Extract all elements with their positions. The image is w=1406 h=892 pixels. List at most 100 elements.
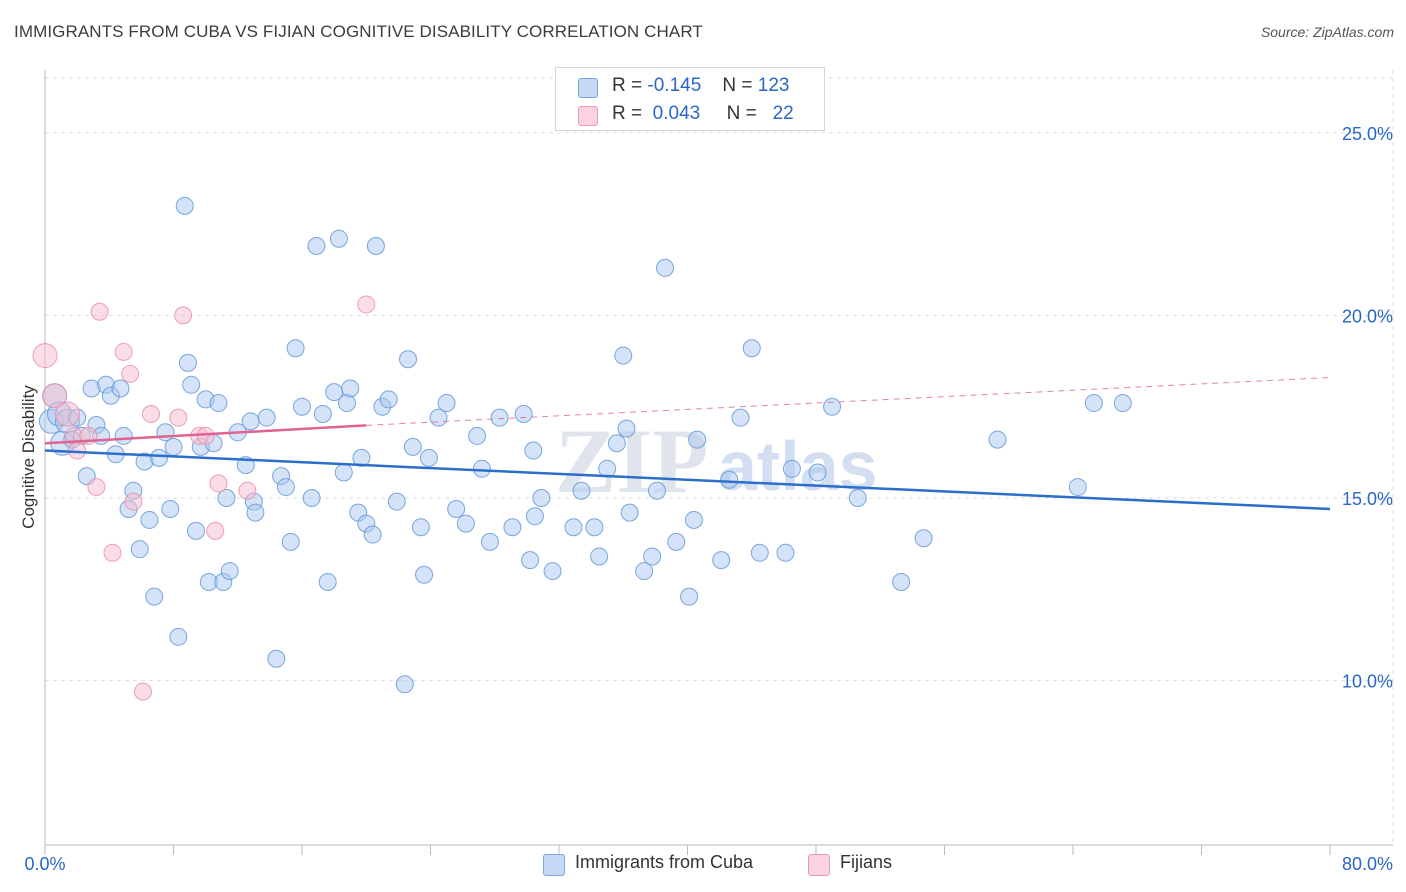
data-point (302, 489, 321, 508)
data-point (750, 543, 769, 562)
legend-n-label: N = (726, 103, 757, 124)
data-point (456, 514, 475, 533)
data-point (164, 437, 183, 456)
data-point (892, 573, 911, 592)
data-point (490, 408, 509, 427)
legend-r-label: R = (612, 103, 643, 124)
data-point (808, 463, 827, 482)
data-point (503, 518, 522, 537)
data-point (543, 562, 562, 581)
data-point (468, 426, 487, 445)
data-point (914, 529, 933, 548)
data-point (206, 521, 225, 540)
trend-line-cuba (44, 449, 1331, 511)
data-point (42, 383, 68, 409)
data-point (680, 587, 699, 606)
data-point (617, 419, 636, 438)
data-point (590, 547, 609, 566)
data-point (399, 350, 418, 369)
series-cuba (38, 196, 1132, 694)
data-point (103, 543, 122, 562)
data-point (363, 525, 382, 544)
data-point (293, 397, 311, 416)
trend-line-fijians (44, 424, 367, 445)
data-point (1068, 478, 1087, 497)
data-point (114, 342, 133, 361)
legend-r-value: 0.043 (652, 103, 701, 124)
data-point (341, 379, 360, 398)
data-point (307, 237, 326, 256)
bottom-legend-swatch-cuba (543, 854, 565, 876)
data-point (823, 397, 842, 416)
data-point (337, 394, 356, 413)
data-point (318, 573, 337, 592)
data-point (720, 470, 739, 489)
data-point (174, 306, 193, 325)
data-point (111, 379, 130, 398)
data-point (217, 489, 236, 508)
data-point (585, 518, 604, 537)
data-point (220, 562, 239, 581)
data-point (169, 408, 188, 427)
data-point (782, 459, 801, 478)
data-point (175, 196, 194, 215)
bottom-legend-swatch-fijians (808, 854, 830, 876)
data-point (447, 499, 466, 518)
data-point (620, 503, 639, 522)
data-point (238, 481, 257, 500)
data-point (514, 405, 533, 424)
legend-r-value: -0.145 (647, 75, 702, 96)
data-point (742, 339, 761, 358)
x-tick-label: 0.0% (24, 854, 65, 874)
axis-layer: 10.0% 15.0% 20.0% 25.0% 0.0% 80.0% (24, 70, 1393, 874)
data-point (1084, 394, 1103, 413)
data-point (130, 540, 149, 559)
data-point (731, 408, 750, 427)
data-point (647, 481, 666, 500)
data-point (334, 463, 353, 482)
data-point (437, 394, 456, 413)
data-point (209, 394, 228, 413)
data-point (182, 375, 201, 394)
data-point (988, 430, 1007, 449)
data-point (87, 478, 106, 497)
data-point (667, 532, 686, 551)
data-point (276, 478, 295, 497)
data-point (169, 627, 188, 646)
data-point (150, 448, 169, 467)
data-point (241, 412, 260, 431)
data-point (521, 551, 540, 570)
data-point (209, 474, 228, 493)
data-point (411, 518, 430, 537)
legend-r-label: R = (612, 75, 643, 96)
legend-n-value: 123 (757, 75, 790, 96)
data-point (145, 587, 164, 606)
data-point (121, 364, 140, 383)
grid-layer (45, 70, 1394, 845)
trend-line-fijians-extrapolated (366, 376, 1331, 426)
data-point (196, 426, 215, 445)
data-point (140, 510, 159, 529)
data-point (90, 302, 109, 321)
bottom-legend-label-cuba: Immigrants from Cuba (575, 852, 754, 872)
trend-layer (44, 376, 1331, 511)
y-tick-label: 15.0% (1342, 489, 1393, 509)
data-point (357, 295, 376, 314)
data-point (415, 565, 434, 584)
data-point (352, 448, 371, 467)
data-point (472, 459, 491, 478)
data-point (329, 229, 348, 248)
points-layer (32, 196, 1132, 701)
data-point (643, 547, 662, 566)
data-point (419, 448, 438, 467)
series-fijians (32, 295, 376, 701)
data-point (525, 507, 544, 526)
data-point (572, 481, 591, 500)
y-axis-label: Cognitive Disability (19, 385, 38, 529)
data-point (281, 532, 300, 551)
data-point (480, 532, 499, 551)
data-point (114, 426, 133, 445)
data-point (246, 503, 265, 522)
data-point (186, 521, 205, 540)
legend-swatch-cuba (578, 78, 598, 98)
